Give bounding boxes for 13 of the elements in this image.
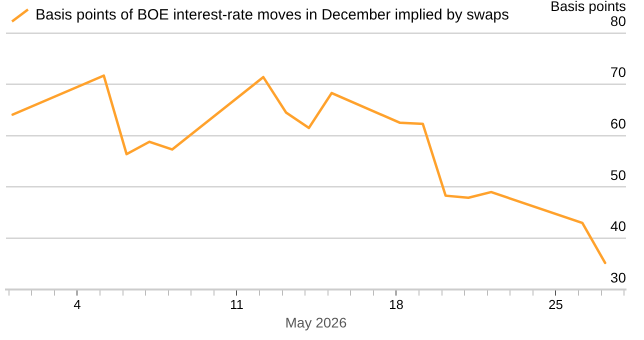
x-tick-label: 18 xyxy=(388,296,404,312)
y-tick-label: 60 xyxy=(610,116,626,132)
x-tick-label: 25 xyxy=(548,296,563,312)
y-tick-label: 70 xyxy=(610,64,626,80)
y-axis-title: Basis points xyxy=(550,0,626,14)
y-tick-label: 40 xyxy=(610,218,626,234)
x-tick-label: 11 xyxy=(230,296,244,312)
y-tick-label: 80 xyxy=(610,12,626,29)
y-tick-label: 50 xyxy=(610,166,626,183)
legend-label: Basis points of BOE interest-rate moves in December implied by swaps xyxy=(36,6,510,24)
x-axis-title: May 2026 xyxy=(285,314,347,330)
y-tick-label: 30 xyxy=(610,269,626,286)
x-tick-label: 4 xyxy=(74,296,81,312)
